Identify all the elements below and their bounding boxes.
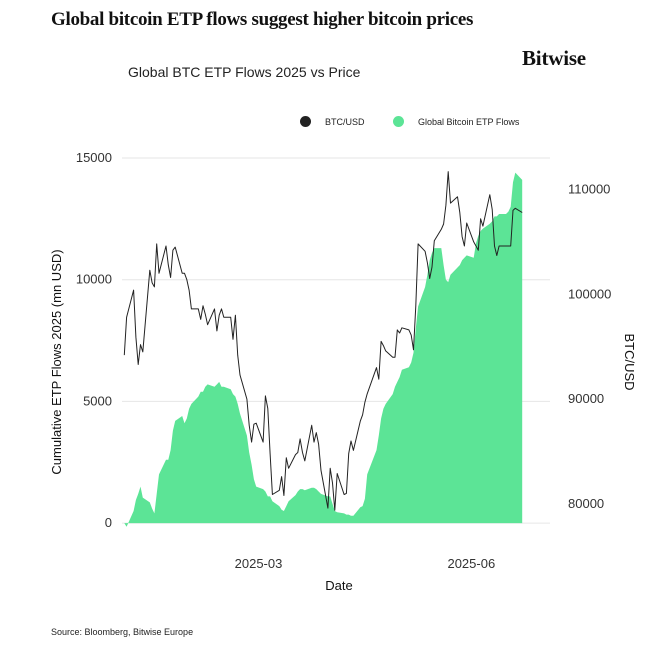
etp-flows-area <box>124 172 523 527</box>
headline: Global bitcoin ETP flows suggest higher … <box>51 9 474 30</box>
legend-label-etp-flows: Global Bitcoin ETP Flows <box>418 116 520 127</box>
y-axis-label: Cumulative ETP Flows 2025 (mn USD) <box>49 249 64 474</box>
legend-marker-etp-flows <box>393 116 404 127</box>
y-tick-label: 5000 <box>83 393 112 408</box>
x-tick-label: 2025-06 <box>447 556 495 571</box>
legend-marker-btc-usd <box>300 116 311 127</box>
y-tick-label: 15000 <box>76 150 112 165</box>
bitwise-logo: Bitwise <box>522 46 586 70</box>
legend-item-etp-flows: Global Bitcoin ETP Flows <box>393 116 519 127</box>
y-tick-label: 10000 <box>76 272 112 287</box>
y2-axis-label: BTC/USD <box>622 333 637 390</box>
source-note: Source: Bloomberg, Bitwise Europe <box>51 627 194 637</box>
btc-usd-line <box>123 171 523 511</box>
y2-tick-label: 100000 <box>568 286 611 301</box>
x-tick-label: 2025-03 <box>235 556 283 571</box>
y2-tick-label: 90000 <box>568 391 604 406</box>
etp-flows-series <box>124 172 523 527</box>
y-tick-label: 0 <box>105 515 112 530</box>
btc-usd-series <box>123 171 523 511</box>
axis-ticks: 0 5000 10000 15000 80000 90000 100000 110000 202… <box>76 150 612 571</box>
y2-tick-label: 110000 <box>568 181 610 196</box>
y2-tick-label: 80000 <box>568 496 604 511</box>
legend-label-btc-usd: BTC/USD <box>325 116 365 127</box>
x-axis-label: Date <box>325 578 352 593</box>
chart-title: Global BTC ETP Flows 2025 vs Price <box>128 64 361 80</box>
legend-item-btc-usd: BTC/USD <box>300 116 365 127</box>
grid-lines <box>122 157 550 524</box>
